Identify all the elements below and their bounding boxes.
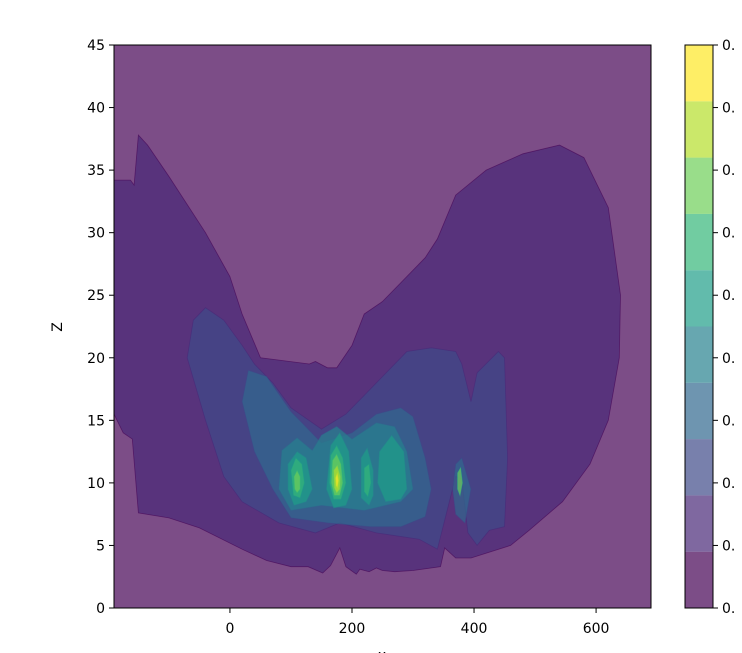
contour-region-level-5 xyxy=(377,434,408,503)
contour-regions xyxy=(114,45,651,608)
colorbar-segment xyxy=(685,157,713,214)
colorbar-tick-label: 0. xyxy=(722,476,735,492)
colorbar-tick-label: 0. xyxy=(722,601,735,617)
colorbar-segment xyxy=(685,439,713,496)
colorbar-tick-label: 0. xyxy=(722,351,735,367)
y-tick-label: 5 xyxy=(96,538,105,554)
y-tick-label: 0 xyxy=(96,601,105,617)
colorbar-segment xyxy=(685,551,713,608)
colorbar-frame xyxy=(684,44,714,609)
y-axis: 0 5 10 15 20 25 30 35 40 45 xyxy=(87,38,114,617)
y-tick-label: 20 xyxy=(87,351,105,367)
colorbar-segment xyxy=(685,213,713,271)
x-tick-label: 0 xyxy=(225,621,234,637)
colorbar-tick-label: 0. xyxy=(722,226,735,242)
contour-region-level-9 xyxy=(335,471,340,490)
colorbar-tick-label: 0. xyxy=(722,38,735,54)
y-tick-label: 10 xyxy=(87,476,105,492)
colorbar: 0. 0. 0. 0. 0. 0. 0. 0. 0. 0. xyxy=(684,38,735,617)
contour-region-level-7 xyxy=(457,466,463,497)
colorbar-segment xyxy=(685,101,713,158)
colorbar-segment xyxy=(685,326,713,383)
colorbar-segment xyxy=(685,45,713,102)
y-tick-label: 35 xyxy=(87,163,105,179)
x-tick-label: 200 xyxy=(339,621,366,637)
colorbar-segment xyxy=(685,382,713,440)
y-tick-label: 30 xyxy=(87,226,105,242)
x-axis: 0 200 400 600 xyxy=(225,608,609,637)
y-tick-label: 45 xyxy=(87,38,105,54)
plot-frame xyxy=(113,44,652,609)
contour-region-level-6 xyxy=(363,463,372,498)
contour-region-level-7 xyxy=(293,469,301,494)
colorbar-tick-label: 0. xyxy=(722,101,735,117)
x-tick-label: 600 xyxy=(583,621,610,637)
colorbar-segment xyxy=(685,270,713,327)
y-tick-label: 15 xyxy=(87,413,105,429)
y-tick-label: 40 xyxy=(87,101,105,117)
colorbar-tick-label: 0. xyxy=(722,538,735,554)
colorbar-tick-label: 0. xyxy=(722,413,735,429)
y-tick-label: 25 xyxy=(87,288,105,304)
colorbar-segment xyxy=(685,495,713,552)
x-axis-label: x xyxy=(378,648,386,653)
y-axis-label: Z xyxy=(50,322,66,332)
x-tick-label: 400 xyxy=(461,621,488,637)
colorbar-tick-label: 0. xyxy=(722,163,735,179)
colorbar-tick-label: 0. xyxy=(722,288,735,304)
